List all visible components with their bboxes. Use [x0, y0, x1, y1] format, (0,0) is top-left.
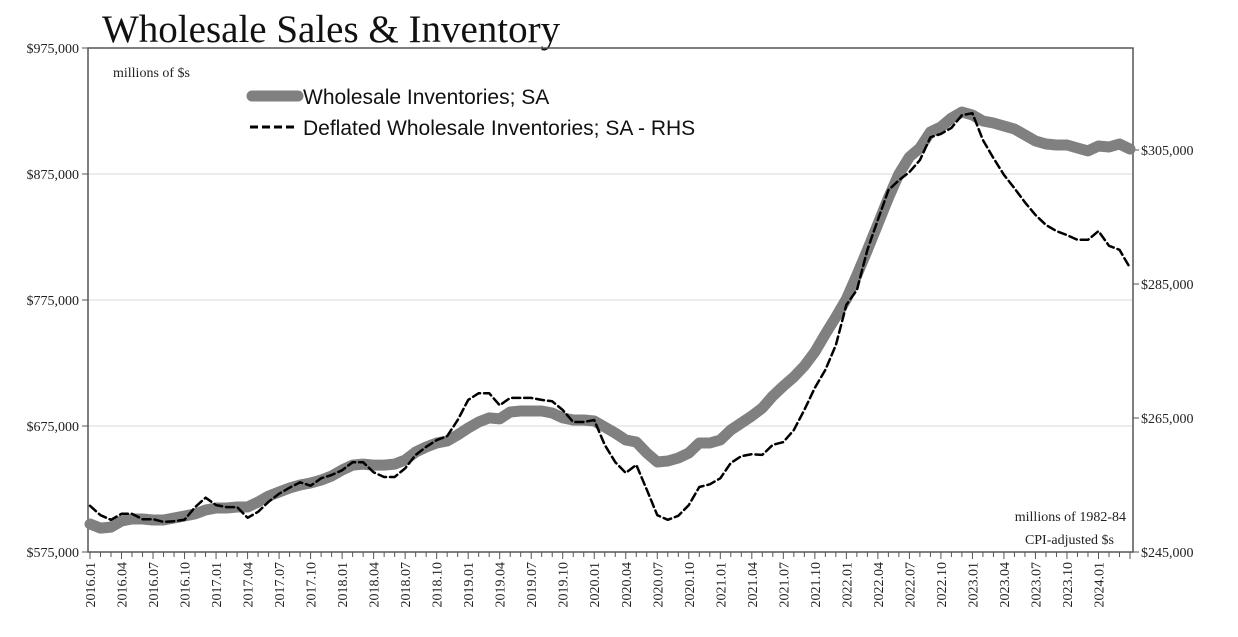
series-line-deflated-inventories: [88, 111, 1132, 524]
series-lines: [84, 106, 1136, 534]
right-tick-label: $285,000: [1141, 278, 1194, 293]
x-tick-label: 2021.07: [777, 562, 792, 608]
x-tick-label: 2020.10: [683, 562, 698, 608]
left-tick-label: $675,000: [27, 420, 80, 435]
gridlines: [88, 173, 1133, 427]
right-axis-note-line1: millions of 1982-84: [1015, 510, 1126, 525]
x-tick-label: 2022.10: [935, 562, 950, 608]
x-tick-label: 2016.01: [84, 562, 99, 608]
right-tick-label: $265,000: [1141, 412, 1194, 427]
x-tick-label: 2018.04: [368, 562, 383, 608]
x-tick-label: 2018.07: [399, 562, 414, 608]
right-tick-label: $245,000: [1141, 546, 1194, 561]
x-tick-label: 2019.07: [525, 562, 540, 608]
x-tick-label: 2018.01: [336, 562, 351, 608]
x-tick-label: 2024.01: [1092, 562, 1107, 608]
x-tick-label: 2016.10: [179, 562, 194, 608]
x-tick-label: 2017.10: [305, 562, 320, 608]
x-tick-label: 2023.04: [998, 562, 1013, 608]
legend-label-deflated: Deflated Wholesale Inventories; SA - RHS: [303, 117, 695, 140]
right-axis: $245,000 $265,000 $285,000 $305,000: [1133, 144, 1194, 561]
left-tick-label: $875,000: [27, 168, 80, 183]
x-tick-label: 2019.01: [462, 562, 477, 608]
left-tick-label: $975,000: [27, 42, 80, 57]
left-tick-label: $575,000: [27, 546, 80, 561]
chart-title: Wholesale Sales & Inventory: [102, 8, 561, 51]
x-tick-label: 2017.04: [242, 562, 257, 608]
x-tick-label: 2019.04: [494, 562, 509, 608]
x-tick-label: 2023.01: [966, 562, 981, 608]
x-tick-label: 2023.07: [1029, 562, 1044, 608]
x-axis: 2016.01 2016.04 2016.07 2016.10 2017.01 2017.…: [84, 552, 1131, 608]
x-tick-label: 2017.01: [210, 562, 225, 608]
x-tick-label: 2016.07: [147, 562, 162, 608]
x-tick-label: 2022.04: [872, 562, 887, 608]
x-tick-label: 2019.10: [557, 562, 572, 608]
x-tick-label: 2021.04: [746, 562, 761, 608]
x-tick-label: 2021.01: [714, 562, 729, 608]
x-tick-label: 2023.10: [1061, 562, 1076, 608]
x-tick-label: 2020.07: [651, 562, 666, 608]
x-tick-label: 2020.04: [620, 562, 635, 608]
left-axis: $575,000 $675,000 $775,000 $875,000 $975,000: [27, 42, 88, 561]
x-tick-label: 2016.04: [116, 562, 131, 608]
right-tick-label: $305,000: [1141, 144, 1194, 159]
legend: Wholesale Inventories; SA Deflated Whole…: [246, 86, 695, 140]
right-axis-note-line2: CPI-adjusted $s: [1025, 533, 1114, 548]
legend-label-inventories: Wholesale Inventories; SA: [303, 86, 549, 109]
left-tick-label: $775,000: [27, 294, 80, 309]
series-line-wholesale-inventories: [84, 106, 1136, 534]
x-tick-label: 2021.10: [809, 562, 824, 608]
x-tick-label: 2022.07: [903, 562, 918, 608]
left-axis-note: millions of $s: [113, 66, 190, 81]
x-tick-label: 2017.07: [273, 562, 288, 608]
x-tick-label: 2018.10: [431, 562, 446, 608]
x-tick-label: 2022.01: [840, 562, 855, 608]
x-tick-label: 2020.01: [588, 562, 603, 608]
